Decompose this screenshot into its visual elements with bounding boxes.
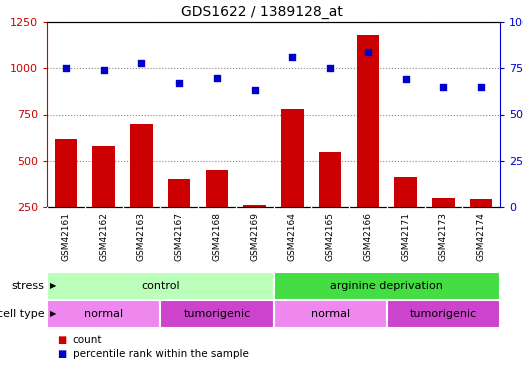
Point xyxy=(137,60,145,66)
Text: count: count xyxy=(73,335,102,345)
Bar xyxy=(319,152,342,253)
Point xyxy=(439,84,448,90)
Text: ▶: ▶ xyxy=(50,309,56,318)
Text: GSM42171: GSM42171 xyxy=(401,212,410,261)
Bar xyxy=(54,138,77,253)
Bar xyxy=(281,109,304,253)
Point xyxy=(251,87,259,93)
Point xyxy=(62,65,70,71)
Point xyxy=(175,80,183,86)
Text: normal: normal xyxy=(84,309,123,319)
Text: stress: stress xyxy=(12,281,44,291)
Text: ■: ■ xyxy=(57,335,66,345)
Text: normal: normal xyxy=(311,309,350,319)
Bar xyxy=(274,300,386,328)
Text: tumorigenic: tumorigenic xyxy=(410,309,477,319)
Bar xyxy=(47,300,160,328)
Text: GDS1622 / 1389128_at: GDS1622 / 1389128_at xyxy=(180,5,343,19)
Point xyxy=(363,49,372,55)
Point xyxy=(99,67,108,73)
Point xyxy=(477,84,485,90)
Point xyxy=(288,54,297,60)
Point xyxy=(402,76,410,82)
Text: GSM42165: GSM42165 xyxy=(326,212,335,261)
Text: GSM42173: GSM42173 xyxy=(439,212,448,261)
Text: arginine deprivation: arginine deprivation xyxy=(331,281,443,291)
Bar xyxy=(432,198,454,253)
Text: cell type: cell type xyxy=(0,309,44,319)
Bar xyxy=(130,124,153,253)
Text: percentile rank within the sample: percentile rank within the sample xyxy=(73,349,248,359)
Text: GSM42166: GSM42166 xyxy=(363,212,372,261)
Text: control: control xyxy=(141,281,179,291)
Text: GSM42174: GSM42174 xyxy=(476,212,486,261)
Text: ■: ■ xyxy=(57,349,66,359)
Bar xyxy=(357,35,379,253)
Bar xyxy=(206,170,228,253)
Bar xyxy=(47,272,274,300)
Text: GSM42168: GSM42168 xyxy=(212,212,221,261)
Text: GSM42161: GSM42161 xyxy=(61,212,71,261)
Bar xyxy=(274,272,500,300)
Text: GSM42163: GSM42163 xyxy=(137,212,146,261)
Point xyxy=(326,65,334,71)
Bar xyxy=(92,146,115,253)
Bar xyxy=(386,300,500,328)
Bar xyxy=(160,300,274,328)
Text: GSM42167: GSM42167 xyxy=(175,212,184,261)
Bar xyxy=(243,205,266,253)
Text: GSM42169: GSM42169 xyxy=(250,212,259,261)
Text: tumorigenic: tumorigenic xyxy=(183,309,251,319)
Text: GSM42162: GSM42162 xyxy=(99,212,108,261)
Bar xyxy=(394,177,417,253)
Bar xyxy=(470,199,493,253)
Point xyxy=(213,75,221,81)
Text: ▶: ▶ xyxy=(50,282,56,291)
Text: GSM42164: GSM42164 xyxy=(288,212,297,261)
Bar xyxy=(168,179,190,253)
